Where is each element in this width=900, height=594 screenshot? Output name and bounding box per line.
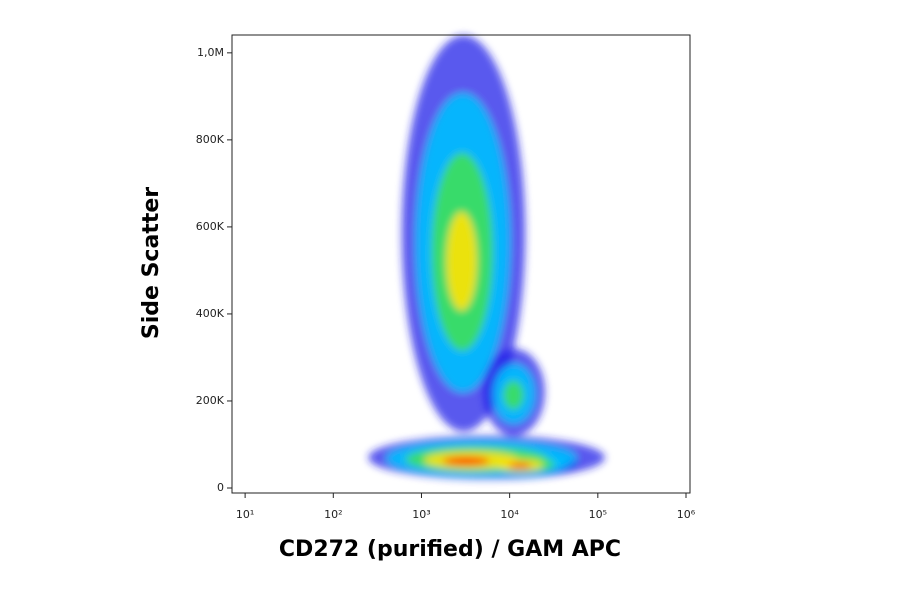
y-tick-label: 0 xyxy=(217,481,224,494)
population-core xyxy=(503,380,524,410)
x-tick-label: 10¹ xyxy=(236,508,254,521)
y-tick-label: 800K xyxy=(196,133,225,146)
y-tick-label: 600K xyxy=(196,220,225,233)
x-axis-title: CD272 (purified) / GAM APC xyxy=(279,537,621,562)
y-tick-label: 400K xyxy=(196,307,225,320)
population-core xyxy=(446,211,477,311)
x-tick-label: 10⁵ xyxy=(589,508,607,521)
x-tick-label: 10² xyxy=(324,508,342,521)
x-tick-label: 10³ xyxy=(412,508,430,521)
density-layer xyxy=(368,35,605,480)
x-tick-label: 10⁶ xyxy=(677,508,696,521)
population-core xyxy=(508,462,532,469)
x-tick-label: 10⁴ xyxy=(500,508,519,521)
plot-frame xyxy=(231,34,691,494)
population-core xyxy=(442,456,490,466)
y-tick-label: 200K xyxy=(196,394,225,407)
y-tick-label: 1,0M xyxy=(197,46,224,59)
y-axis-title: Side Scatter xyxy=(139,187,164,339)
